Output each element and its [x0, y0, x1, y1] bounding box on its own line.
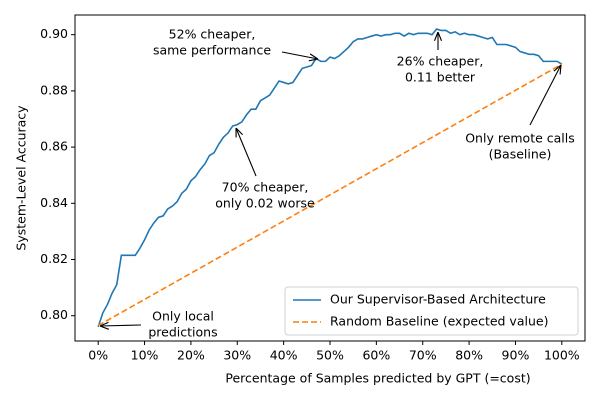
y-tick-label: 0.84: [40, 195, 68, 210]
annotation-arrow: [236, 128, 257, 177]
annotation-arrow: [281, 51, 318, 59]
x-tick-label: 10%: [131, 348, 159, 363]
data-line: [97, 28, 563, 328]
x-axis-label: Percentage of Samples predicted by GPT (…: [225, 371, 530, 386]
y-axis-label: System-Level Accuracy: [14, 105, 29, 251]
x-tick-label: 50%: [316, 348, 344, 363]
x-tick-label: 40%: [270, 348, 298, 363]
annotation: 0.11 better: [405, 70, 476, 85]
legend-label: Our Supervisor-Based Architecture: [330, 292, 546, 307]
annotation: 26% cheaper,: [397, 54, 484, 69]
annotation: predictions: [148, 325, 217, 340]
annotation: (Baseline): [489, 147, 552, 162]
x-tick-label: 100%: [544, 348, 580, 363]
annotation: only 0.02 worse: [215, 196, 315, 211]
data-line: [97, 63, 563, 327]
x-tick-label: 30%: [223, 348, 251, 363]
legend-label: Random Baseline (expected value): [330, 314, 548, 329]
plot-frame: [74, 14, 586, 342]
annotation-arrow: [100, 325, 142, 326]
legend-box: [284, 286, 579, 336]
x-tick-label: 0%: [88, 348, 108, 363]
x-tick-label: 20%: [177, 348, 205, 363]
x-tick-label: 70%: [409, 348, 437, 363]
x-tick-label: 90%: [502, 348, 530, 363]
x-tick-label: 80%: [455, 348, 483, 363]
axes: [71, 34, 563, 345]
annotation: Only remote calls: [465, 131, 575, 146]
y-tick-label: 0.88: [40, 82, 68, 97]
annotation: 52% cheaper,: [169, 27, 256, 42]
annotation: 70% cheaper,: [222, 180, 309, 195]
y-tick-label: 0.86: [40, 139, 68, 154]
y-tick-label: 0.82: [40, 251, 68, 266]
y-tick-label: 0.90: [40, 26, 68, 41]
y-tick-label: 0.80: [40, 307, 68, 322]
x-tick-label: 60%: [362, 348, 390, 363]
annotation: same performance: [153, 43, 271, 58]
annotation: Only local: [152, 309, 214, 324]
annotation-arrow: [529, 65, 561, 126]
